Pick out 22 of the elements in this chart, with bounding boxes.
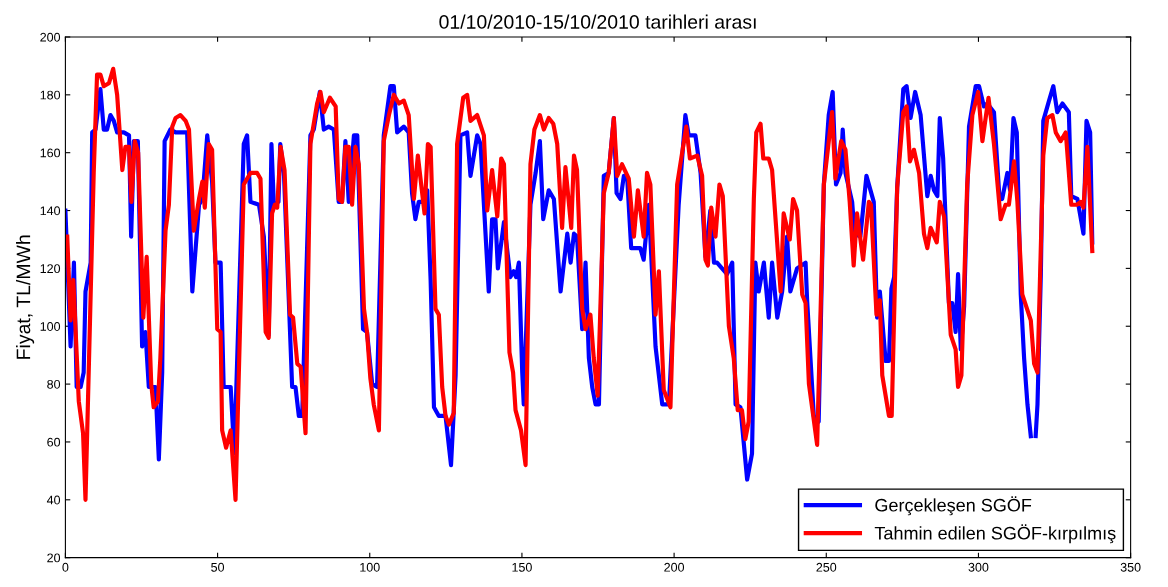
y-tick-label: 120 xyxy=(40,264,61,274)
x-tick-label: 100 xyxy=(360,562,380,572)
y-tick-label: 40 xyxy=(46,495,61,505)
x-tick-label: 300 xyxy=(968,562,989,572)
y-tick-label: 20 xyxy=(47,553,61,563)
legend-label: Gerçekleşen SGÖF xyxy=(875,496,1032,516)
y-tick-label: 60 xyxy=(47,437,61,447)
x-tick-label: 150 xyxy=(512,562,532,572)
y-tick-label: 100 xyxy=(40,322,61,331)
y-axis-title: Fiyat, TL/MWh xyxy=(16,235,35,359)
y-tick-label: 180 xyxy=(40,90,61,100)
y-tick-label: 80 xyxy=(47,379,61,389)
x-tick-label: 200 xyxy=(664,562,685,572)
x-tick-label: 350 xyxy=(1120,562,1141,572)
chart-title: 01/10/2010-15/10/2010 tarihleri arası xyxy=(439,14,756,29)
y-tick-label: 200 xyxy=(40,32,61,42)
x-tick-label: 250 xyxy=(816,562,837,572)
y-tick-label: 140 xyxy=(40,206,61,216)
x-tick-label: 0 xyxy=(62,562,69,572)
x-tick-label: 50 xyxy=(211,562,225,572)
legend-label: Tahmin edilen SGÖF-kırpılmış xyxy=(874,524,1116,544)
y-tick-label: 160 xyxy=(40,148,61,158)
